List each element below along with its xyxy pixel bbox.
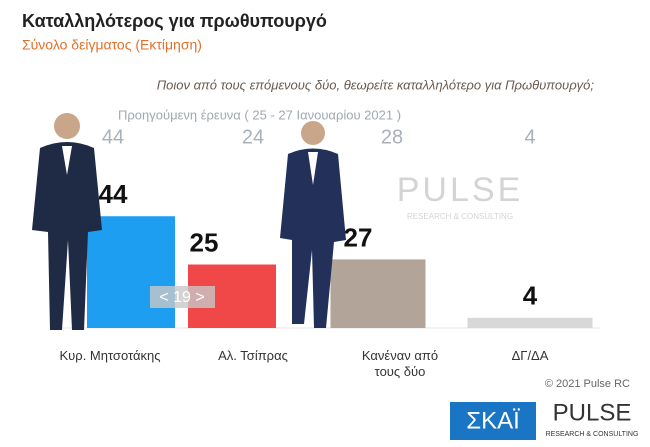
chart-title: Καταλληλότερος για πρωθυπουργό [22, 11, 327, 31]
value-label: 27 [344, 222, 373, 252]
bar [330, 259, 426, 328]
credit: © 2021 Pulse RC [545, 378, 630, 390]
previous-label: Προηγούμενη έρευνα ( 25 - 27 Ιανουαρίου … [118, 107, 401, 122]
figure-right [280, 121, 346, 328]
value-label: 25 [190, 227, 219, 257]
bar [87, 216, 175, 328]
previous-value: 4 [524, 126, 535, 148]
previous-value: 24 [242, 126, 264, 148]
logo-left-box [450, 402, 536, 440]
previous-value: 44 [102, 126, 124, 148]
figure-left [32, 113, 102, 330]
previous-value: 28 [381, 126, 403, 148]
bar [467, 317, 593, 328]
x-tick-label: Αλ. Τσίπρας [218, 348, 288, 363]
annotation-box [150, 286, 215, 308]
watermark-tagline: RESEARCH & CONSULTING [407, 212, 513, 221]
x-tick-label: ΔΓ/ΔΑ [511, 348, 549, 363]
logo-right-tagline: RESEARCH & CONSULTING [546, 431, 639, 438]
value-label: 4 [523, 281, 538, 311]
annotation: < 19 > [159, 289, 204, 306]
watermark: PULSE [397, 171, 524, 209]
x-tick-label: Κυρ. Μητσοτάκης [59, 348, 161, 363]
logo-right: PULSE [553, 399, 632, 426]
logo-left: ΣΚΑΪ [466, 407, 520, 434]
value-label: 44 [99, 179, 128, 209]
chart-subtitle: Σύνολο δείγματος (Εκτίμηση) [22, 37, 202, 53]
question: Ποιον από τους επόμενους δύο, θεωρείτε κ… [157, 77, 595, 92]
x-tick-label: Κανέναν από τους δύο [361, 348, 439, 379]
